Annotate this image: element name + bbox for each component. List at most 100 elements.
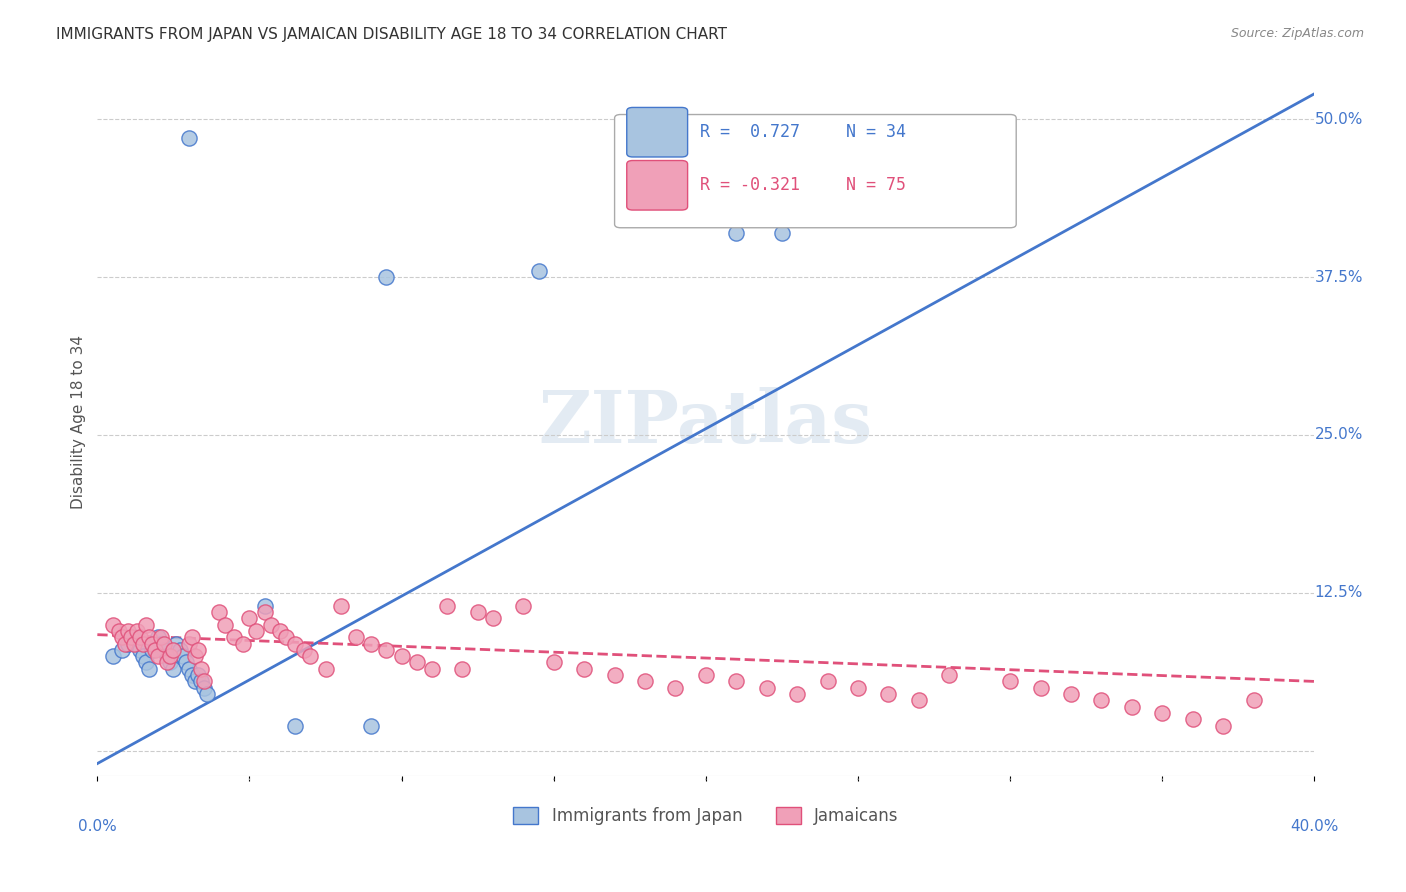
Point [695, 668, 717, 682]
Point [190, 674, 212, 689]
Point [527, 263, 550, 277]
Point [391, 649, 413, 664]
Point [177, 131, 200, 145]
Point [1212, 718, 1234, 732]
Point [664, 681, 686, 695]
Point [725, 674, 748, 689]
Text: 50.0%: 50.0% [1315, 112, 1362, 127]
Point [451, 662, 474, 676]
Point [405, 656, 427, 670]
Point [156, 656, 179, 670]
Point [938, 668, 960, 682]
Point [224, 630, 246, 644]
Legend: Immigrants from Japan, Jamaicans: Immigrants from Japan, Jamaicans [506, 800, 905, 831]
Point [253, 605, 276, 619]
Point [172, 649, 194, 664]
Text: 0.0%: 0.0% [77, 819, 117, 834]
Text: ZIPatlas: ZIPatlas [538, 387, 873, 458]
Point [132, 649, 155, 664]
Point [180, 630, 202, 644]
Point [180, 668, 202, 682]
Point [125, 636, 148, 650]
Point [360, 718, 382, 732]
Point [101, 617, 124, 632]
Point [193, 674, 215, 689]
Text: 37.5%: 37.5% [1315, 269, 1362, 285]
Point [315, 662, 337, 676]
Point [299, 649, 322, 664]
FancyBboxPatch shape [614, 114, 1017, 227]
Point [150, 630, 173, 644]
Point [125, 624, 148, 638]
Point [214, 617, 236, 632]
FancyBboxPatch shape [627, 107, 688, 157]
Text: R =  0.727: R = 0.727 [700, 123, 800, 141]
Point [177, 636, 200, 650]
Point [360, 636, 382, 650]
Point [420, 662, 443, 676]
Point [1090, 693, 1112, 707]
Point [877, 687, 900, 701]
Point [138, 630, 160, 644]
Point [725, 226, 748, 240]
Point [159, 656, 181, 670]
Point [190, 662, 212, 676]
Point [284, 718, 307, 732]
Point [274, 630, 297, 644]
Point [141, 642, 163, 657]
Point [1121, 699, 1143, 714]
Point [141, 636, 163, 650]
Point [150, 636, 173, 650]
Point [101, 649, 124, 664]
Point [329, 599, 352, 613]
Point [292, 642, 315, 657]
Point [269, 624, 291, 638]
Point [846, 681, 869, 695]
Point [770, 226, 793, 240]
Point [162, 662, 184, 676]
Point [1029, 681, 1052, 695]
Point [1152, 706, 1174, 720]
Text: N = 34: N = 34 [846, 123, 905, 141]
Point [129, 630, 152, 644]
Point [135, 656, 157, 670]
Point [187, 642, 209, 657]
Point [195, 687, 218, 701]
Point [162, 642, 184, 657]
Point [159, 649, 181, 664]
Point [148, 649, 170, 664]
Point [245, 624, 267, 638]
Point [467, 605, 489, 619]
Point [138, 662, 160, 676]
Point [143, 642, 166, 657]
Point [132, 636, 155, 650]
Point [193, 681, 215, 695]
Point [786, 687, 808, 701]
Point [153, 636, 176, 650]
Point [603, 668, 626, 682]
Point [156, 649, 179, 664]
Point [1060, 687, 1083, 701]
Point [114, 636, 136, 650]
FancyBboxPatch shape [627, 161, 688, 210]
Point [344, 630, 367, 644]
Point [117, 636, 139, 650]
Text: Source: ZipAtlas.com: Source: ZipAtlas.com [1230, 27, 1364, 40]
Point [998, 674, 1021, 689]
Point [135, 617, 157, 632]
Point [260, 617, 283, 632]
Point [482, 611, 505, 625]
Text: R = -0.321: R = -0.321 [700, 177, 800, 194]
Point [120, 630, 142, 644]
Point [166, 636, 188, 650]
Point [111, 630, 134, 644]
Point [253, 599, 276, 613]
Y-axis label: Disability Age 18 to 34: Disability Age 18 to 34 [72, 335, 86, 509]
Point [183, 674, 205, 689]
Point [122, 630, 145, 644]
Text: N = 75: N = 75 [846, 177, 905, 194]
Point [436, 599, 458, 613]
Point [908, 693, 931, 707]
Point [543, 656, 565, 670]
Point [1243, 693, 1265, 707]
